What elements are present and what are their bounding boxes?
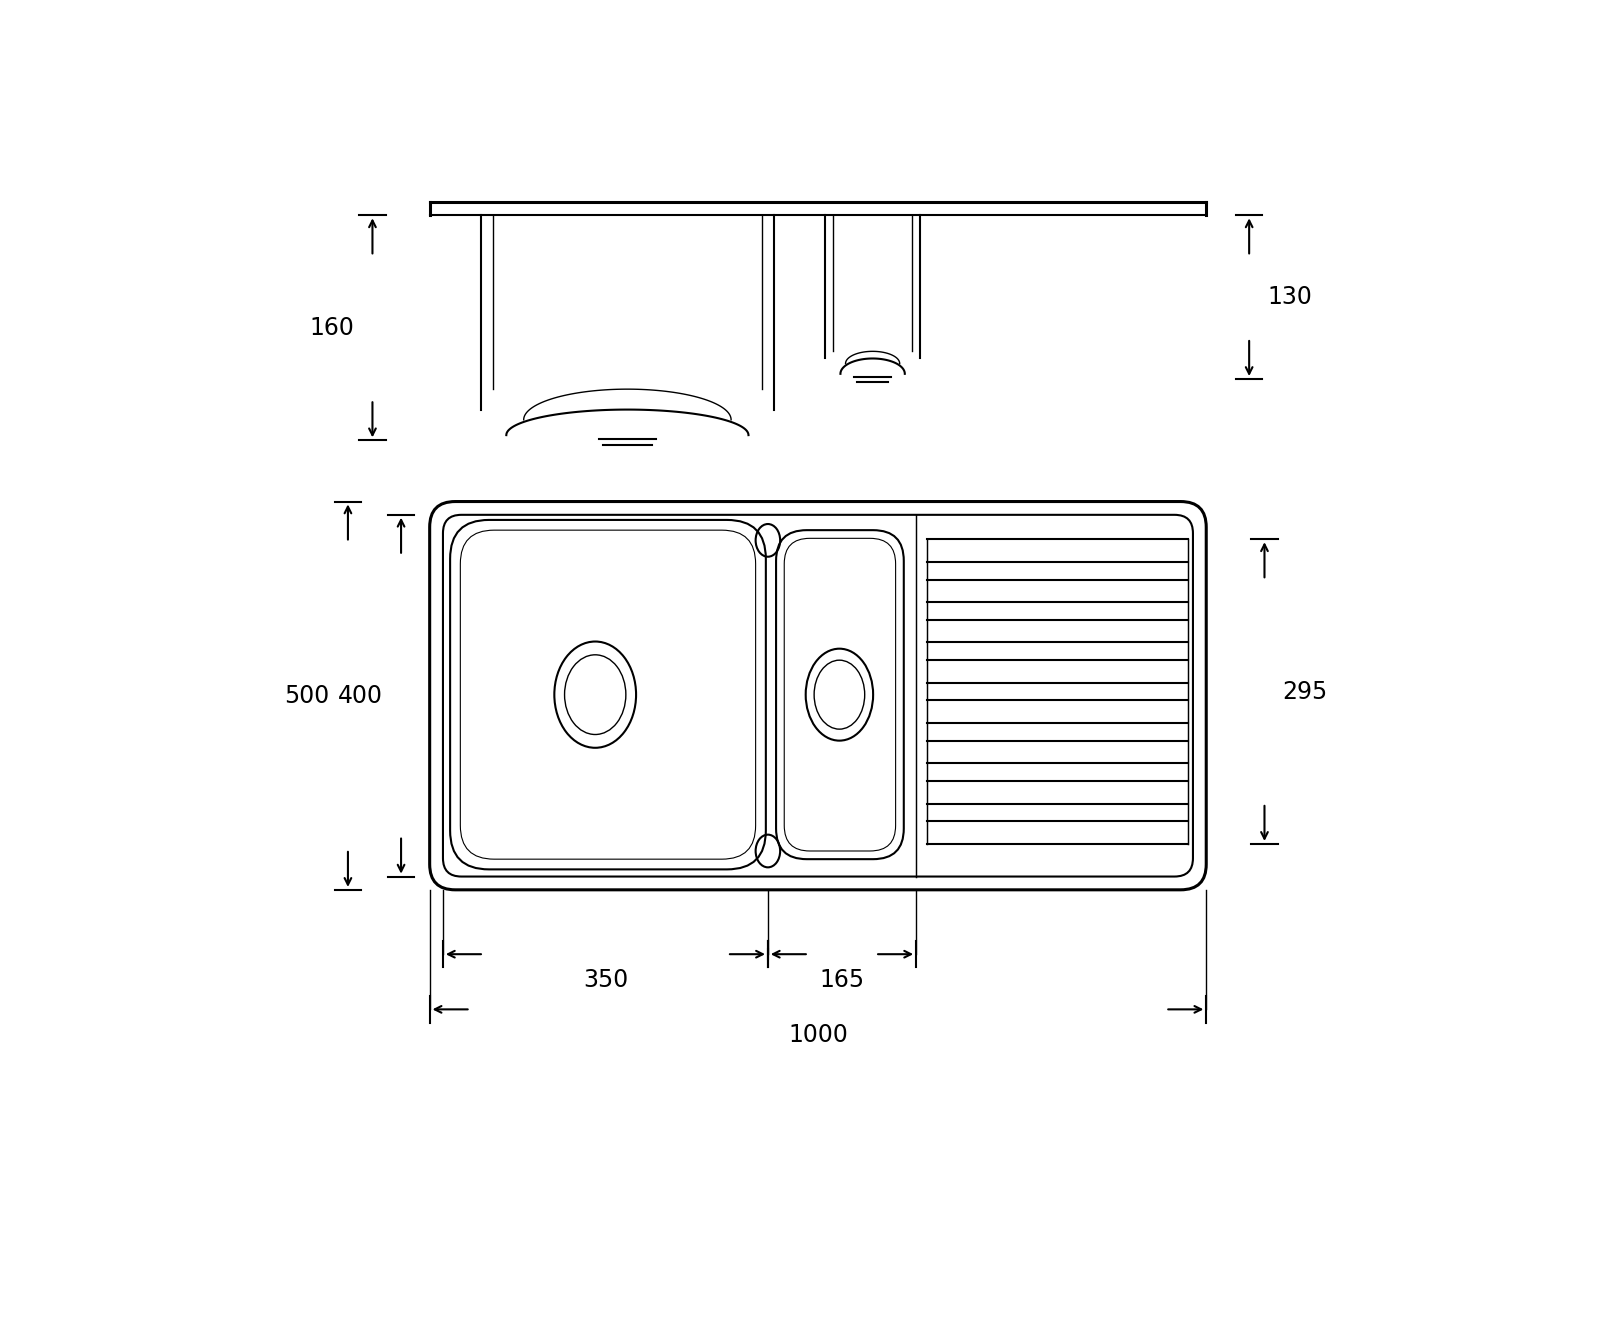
Text: 130: 130 [1267, 285, 1312, 309]
Text: 350: 350 [582, 967, 629, 991]
Text: 165: 165 [819, 967, 864, 991]
Text: 1000: 1000 [789, 1023, 848, 1047]
Text: 400: 400 [338, 683, 382, 707]
Text: 500: 500 [285, 683, 330, 707]
Text: 160: 160 [309, 316, 354, 340]
Text: 295: 295 [1283, 679, 1328, 703]
